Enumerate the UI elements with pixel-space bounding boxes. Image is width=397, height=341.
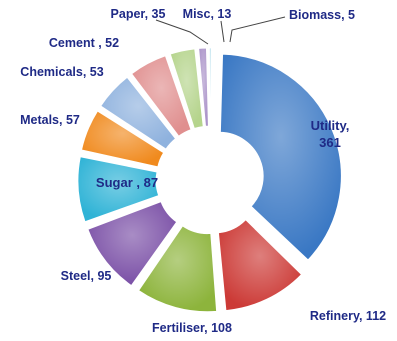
label-fertiliser: Fertiliser, 108 — [152, 321, 232, 335]
slice-shine-fertiliser — [138, 226, 217, 312]
slice-shine-misc — [198, 48, 209, 127]
slice-shine-paper — [170, 48, 204, 129]
label-misc: Misc, 13 — [183, 7, 232, 21]
slice-labels: Utility, 361 Refinery, 112 Fertiliser, 108 S… — [20, 7, 386, 335]
label-cement: Cement , 52 — [49, 36, 119, 50]
slice-shine-sugar — [78, 156, 159, 222]
slice-shine-utility — [220, 54, 342, 260]
slice-shine-chemicals — [100, 77, 176, 149]
leader-misc — [220, 20, 225, 43]
leader-paper — [155, 19, 209, 45]
slice-shine-biomass — [209, 48, 211, 127]
leader-biomass — [229, 16, 286, 43]
label-refinery: Refinery, 112 — [310, 309, 386, 323]
slice-shine-refinery — [218, 219, 302, 311]
leader-lines — [155, 16, 286, 45]
label-sugar: Sugar , 87 — [96, 175, 158, 190]
slice-shine-steel — [88, 201, 177, 286]
label-steel: Steel, 95 — [61, 269, 112, 283]
label-paper: Paper, 35 — [111, 7, 166, 21]
label-metals: Metals, 57 — [20, 113, 80, 127]
pie-slices — [77, 47, 342, 313]
label-biomass: Biomass, 5 — [289, 8, 355, 22]
label-chemicals: Chemicals, 53 — [20, 65, 103, 79]
label-utility: Utility, 361 — [311, 118, 350, 150]
slice-shine-metals — [81, 111, 164, 167]
slice-shine-cement — [131, 55, 191, 137]
